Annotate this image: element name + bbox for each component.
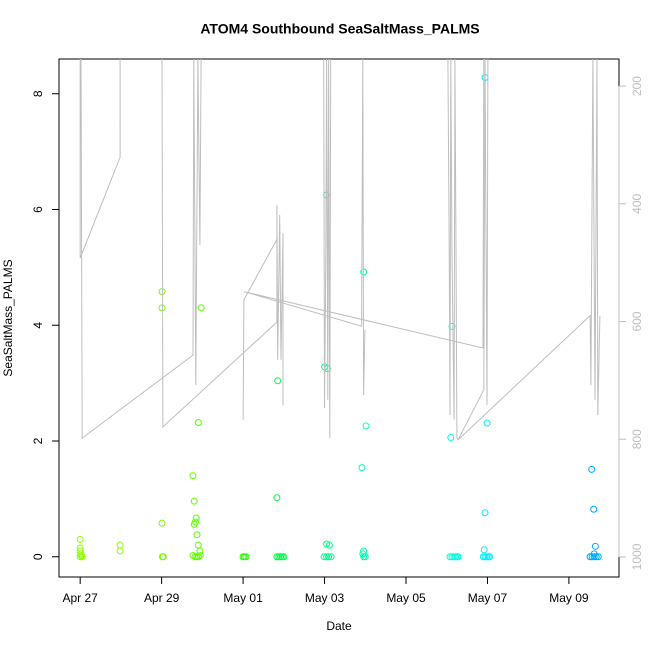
y2-tick-label: 200 — [630, 76, 644, 96]
point — [159, 553, 167, 561]
point — [77, 552, 85, 560]
point — [325, 553, 333, 561]
y2-tick-label: 800 — [630, 429, 644, 449]
point — [448, 322, 456, 330]
y-tick-label: 0 — [31, 553, 45, 560]
x-axis-label: Date — [326, 619, 352, 633]
point — [327, 553, 335, 561]
y-tick-label: 6 — [31, 206, 45, 213]
point — [194, 418, 202, 426]
x-tick-label: May 05 — [386, 591, 426, 605]
point — [76, 535, 84, 543]
point — [116, 547, 124, 555]
point — [116, 541, 124, 549]
point — [196, 552, 204, 560]
x-tick-label: May 07 — [468, 591, 508, 605]
y-tick-label: 4 — [31, 322, 45, 329]
pressure-line — [79, 58, 601, 441]
point — [280, 553, 288, 561]
point — [194, 541, 202, 549]
point — [190, 497, 198, 505]
y-tick-label: 2 — [31, 437, 45, 444]
y2-tick-label: 600 — [630, 311, 644, 331]
x-tick-label: May 01 — [223, 591, 263, 605]
x-tick-label: Apr 29 — [144, 591, 180, 605]
point — [158, 288, 166, 296]
point — [242, 553, 250, 561]
point — [480, 546, 488, 554]
point — [454, 553, 462, 561]
point — [273, 494, 281, 502]
point — [193, 531, 201, 539]
plot-frame — [58, 58, 620, 578]
point — [190, 520, 198, 528]
point — [481, 509, 489, 517]
point — [78, 553, 86, 561]
point — [189, 472, 197, 480]
y2-tick-label: 400 — [630, 193, 644, 213]
point — [591, 542, 599, 550]
point — [197, 304, 205, 312]
point — [485, 553, 493, 561]
point — [320, 553, 328, 561]
y-axis-label: SeaSaltMass_PALMS — [1, 259, 15, 376]
point — [592, 553, 600, 561]
point — [594, 553, 602, 561]
x-tick-label: Apr 27 — [62, 591, 98, 605]
chart-title: ATOM4 Southbound SeaSaltMass_PALMS — [200, 21, 479, 37]
x-tick-label: May 03 — [305, 591, 345, 605]
y2-tick-label: 1000 — [630, 543, 644, 570]
point — [158, 304, 166, 312]
point — [483, 419, 491, 427]
point — [362, 422, 370, 430]
y-tick-label: 8 — [31, 90, 45, 97]
point — [358, 464, 366, 472]
point — [192, 514, 200, 522]
point — [361, 553, 369, 561]
point — [274, 377, 282, 385]
point — [273, 553, 281, 561]
point — [588, 465, 596, 473]
point — [323, 553, 331, 561]
point — [76, 553, 84, 561]
point — [590, 553, 598, 561]
point — [325, 541, 333, 549]
point — [158, 519, 166, 527]
point — [590, 505, 598, 513]
point — [447, 434, 455, 442]
x-tick-label: May 09 — [549, 591, 589, 605]
